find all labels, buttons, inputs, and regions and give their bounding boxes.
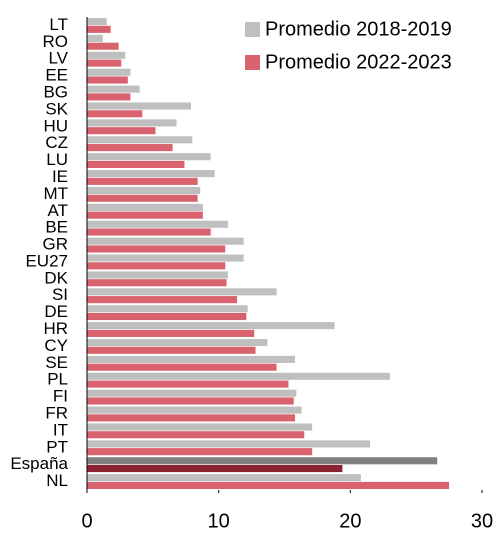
legend-swatch: [245, 55, 260, 70]
y-tick-label: AT: [48, 201, 68, 220]
bar: [87, 136, 193, 144]
bar: [87, 372, 390, 380]
y-tick-label: IE: [52, 167, 68, 186]
bar: [87, 68, 131, 76]
bar: [87, 305, 248, 313]
bar: [87, 59, 122, 67]
bar: [87, 144, 173, 152]
bar: [87, 322, 335, 330]
y-tick-label: EU27: [25, 251, 68, 270]
bar: [87, 414, 296, 422]
bar: [87, 474, 361, 482]
y-tick-label: CZ: [45, 133, 68, 152]
y-tick-label: FR: [45, 403, 68, 422]
x-tick-label: 0: [81, 510, 92, 532]
bar: [87, 102, 192, 110]
bar: [87, 194, 198, 202]
bar: [87, 34, 103, 43]
bar: [87, 76, 128, 84]
bar: [87, 431, 305, 439]
x-tick-label: 20: [339, 510, 361, 532]
bar: [87, 296, 238, 304]
bar: [87, 93, 131, 101]
bar: [87, 423, 313, 431]
y-tick-label: PT: [46, 437, 68, 456]
x-tick-label: 10: [208, 510, 230, 532]
y-tick-label: RO: [43, 32, 69, 51]
y-tick-label: DK: [44, 268, 68, 287]
bar: [87, 355, 296, 363]
y-tick-label: BE: [45, 218, 68, 237]
y-tick-label: MT: [43, 184, 68, 203]
bar: [87, 397, 294, 405]
bar: [87, 440, 371, 448]
bar: [87, 237, 244, 245]
bar: [87, 220, 228, 228]
bar: [87, 363, 277, 371]
bar: [87, 127, 156, 135]
y-tick-label: EE: [45, 66, 68, 85]
y-tick-label: LT: [49, 15, 68, 34]
bar: [87, 288, 277, 296]
x-tick-label: 30: [471, 510, 493, 532]
y-tick-label: SE: [45, 353, 68, 372]
bar: [87, 279, 227, 287]
bar: [87, 312, 247, 321]
bar: [87, 346, 256, 354]
bar: [87, 51, 126, 59]
legend-label: Promedio 2018-2019: [265, 18, 452, 40]
bar: [87, 448, 313, 456]
bar: [87, 177, 198, 185]
bar: [87, 211, 203, 219]
y-tick-label: IT: [53, 420, 68, 439]
legend-swatch: [245, 22, 260, 37]
bar: [87, 119, 177, 127]
bar: [87, 389, 297, 397]
y-tick-label: FI: [53, 387, 68, 406]
bar: [87, 457, 438, 465]
y-tick-label: LV: [48, 49, 68, 68]
bar: [87, 153, 211, 161]
y-tick-label: DE: [44, 302, 68, 321]
bar: [87, 329, 255, 337]
y-tick-label: SI: [52, 285, 68, 304]
y-tick-label: SK: [45, 99, 68, 118]
y-tick-label: HU: [43, 116, 68, 135]
bar: [87, 160, 185, 169]
bar: [87, 245, 226, 253]
bar: [87, 262, 226, 270]
bar: [87, 254, 244, 262]
y-tick-label: España: [10, 454, 68, 473]
bar: [87, 25, 111, 33]
bar: [87, 228, 211, 236]
bar: [87, 110, 143, 118]
bar: [87, 481, 450, 489]
bar: [87, 380, 289, 388]
y-tick-label: PL: [47, 370, 68, 389]
y-tick-label: LU: [46, 150, 68, 169]
bar: [87, 464, 343, 473]
y-tick-label: BG: [43, 83, 68, 102]
legend-label: Promedio 2022-2023: [265, 51, 452, 73]
bar: [87, 203, 203, 211]
y-tick-label: GR: [43, 235, 69, 254]
bar: [87, 85, 140, 93]
bar: [87, 271, 228, 279]
bar: [87, 42, 119, 50]
bar: [87, 18, 107, 26]
bar: [87, 338, 268, 347]
y-tick-label: HR: [43, 319, 68, 338]
bar: [87, 186, 201, 195]
y-tick-label: CY: [44, 336, 68, 355]
bar: [87, 406, 302, 414]
y-tick-label: NL: [46, 471, 68, 490]
bar: [87, 170, 215, 178]
